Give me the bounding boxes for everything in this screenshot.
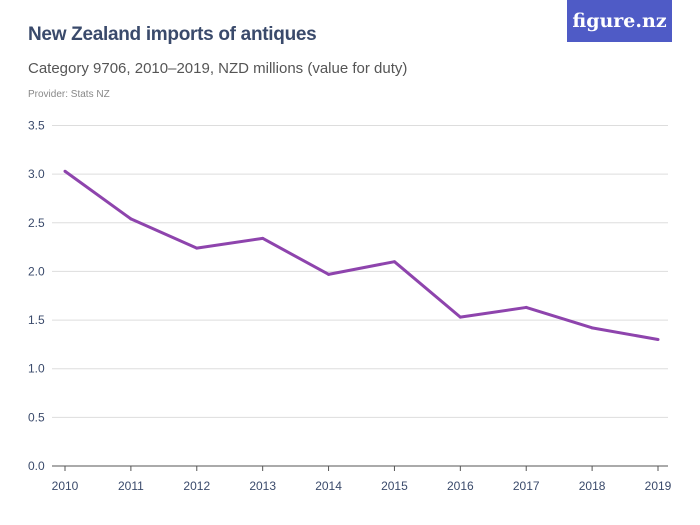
x-tick-label: 2019 — [645, 479, 672, 493]
y-tick-label: 2.5 — [28, 216, 45, 230]
provider-label: Provider: Stats NZ — [28, 89, 110, 100]
x-tick-label: 2014 — [315, 479, 342, 493]
data-point — [327, 272, 331, 276]
data-point — [392, 260, 396, 264]
y-tick-label: 1.0 — [28, 362, 45, 376]
x-tick-label: 2013 — [249, 479, 276, 493]
y-tick-label: 0.0 — [28, 459, 45, 473]
y-tick-label: 1.5 — [28, 313, 45, 327]
figure-nz-logo[interactable]: figure.nz — [567, 0, 672, 42]
chart-subtitle: Category 9706, 2010–2019, NZD millions (… — [28, 60, 408, 77]
x-tick-label: 2015 — [381, 479, 408, 493]
chart-title: New Zealand imports of antiques — [28, 24, 317, 45]
y-tick-label: 3.0 — [28, 167, 45, 181]
data-point — [656, 338, 660, 342]
data-point — [261, 236, 265, 240]
x-tick-label: 2018 — [579, 479, 606, 493]
y-tick-label: 0.5 — [28, 410, 45, 424]
data-point — [195, 246, 199, 250]
x-tick-label: 2016 — [447, 479, 474, 493]
series-line — [64, 170, 659, 342]
x-tick-label: 2011 — [118, 479, 144, 493]
data-point — [458, 315, 462, 319]
y-tick-label: 3.5 — [28, 119, 45, 133]
data-point — [63, 169, 67, 173]
data-point — [590, 326, 594, 330]
x-tick-label: 2012 — [183, 479, 210, 493]
x-tick-label: 2010 — [52, 479, 79, 493]
data-point — [524, 305, 528, 309]
y-tick-label: 2.0 — [28, 264, 45, 278]
data-point — [129, 217, 133, 221]
x-tick-label: 2017 — [513, 479, 540, 493]
